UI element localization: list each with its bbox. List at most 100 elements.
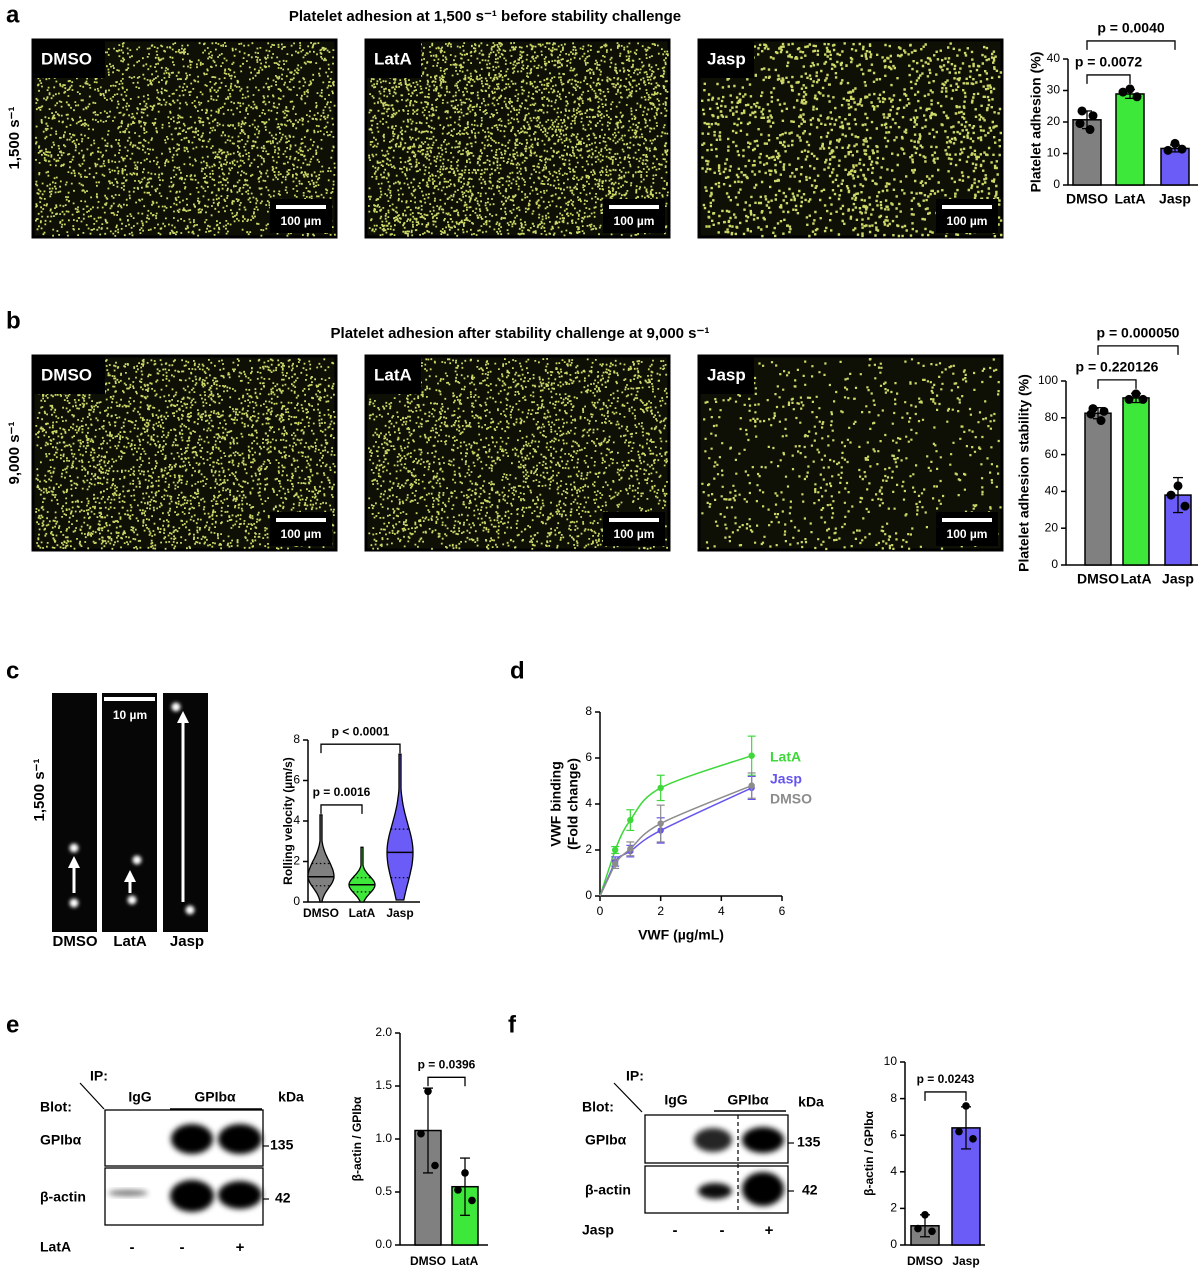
y-tick-label: 0 — [1053, 177, 1060, 191]
platelet — [69, 898, 79, 908]
y-tick-label: 0 — [585, 888, 592, 902]
significance-bracket — [1086, 74, 1131, 84]
panel-title: Platelet adhesion at 1,500 s⁻¹ before st… — [289, 8, 681, 25]
image-label: DMSO — [41, 365, 92, 384]
scale-bar-label: 100 µm — [614, 214, 655, 228]
y-tick-label: 10 — [884, 1054, 898, 1068]
panel-label: c — [6, 657, 19, 684]
y-tick-label: 2.0 — [375, 1025, 392, 1039]
p-value: p = 0.0072 — [1075, 54, 1143, 70]
y-tick-label: 80 — [1045, 410, 1059, 424]
x-tick-label: 2 — [657, 904, 664, 918]
row-label: 9,000 s⁻¹ — [6, 422, 23, 485]
x-tick-label: LatA — [349, 906, 376, 920]
kda-value: 42 — [275, 1190, 291, 1206]
data-point — [468, 1196, 476, 1205]
x-tick-label: Jasp — [1162, 571, 1194, 587]
significance-bracket — [924, 1091, 967, 1101]
platelet-dots — [368, 358, 668, 550]
platelet-dots — [35, 358, 336, 550]
treatment-sign: - — [720, 1222, 725, 1239]
scale-bar-box — [603, 512, 665, 546]
data-point — [454, 1186, 462, 1194]
x-tick-label: 6 — [779, 904, 786, 918]
significance-bracket — [1097, 345, 1179, 355]
y-tick-label: 0 — [1051, 557, 1058, 571]
data-point — [611, 846, 619, 854]
panel-label: a — [6, 1, 20, 28]
rolling-image — [163, 693, 208, 932]
fit-curve — [614, 754, 752, 851]
y-tick-label: 40 — [1045, 484, 1059, 498]
y-axis-label: (Fold change) — [565, 758, 581, 850]
y-axis-label: VWF binding — [548, 761, 564, 847]
image-label: DMSO — [53, 933, 98, 950]
scale-bar-label: 100 µm — [281, 214, 322, 228]
y-axis-label: Platelet adhesion (%) — [1028, 52, 1044, 193]
data-point — [1173, 481, 1183, 491]
platelet — [132, 855, 142, 865]
data-point — [962, 1102, 970, 1110]
p-value: p = 0.0016 — [313, 785, 371, 799]
kda-label: kDa — [278, 1089, 304, 1105]
lane-label: IgG — [128, 1089, 151, 1105]
x-tick-label: LatA — [1120, 571, 1151, 587]
data-point — [1099, 406, 1109, 416]
image-label: LatA — [374, 49, 412, 68]
data-point — [748, 752, 755, 759]
data-point — [921, 1211, 929, 1219]
image-label: DMSO — [41, 49, 92, 68]
x-tick-label: DMSO — [303, 906, 339, 920]
panel-label: b — [6, 307, 21, 334]
legend-label: Jasp — [770, 771, 802, 787]
row-label: β-actin — [585, 1182, 631, 1198]
ip-label: IP: — [626, 1068, 644, 1084]
y-tick-label: 6 — [293, 773, 300, 787]
scale-bar-box — [936, 199, 998, 233]
data-point — [417, 1129, 425, 1138]
row-label: GPIbα — [585, 1132, 627, 1148]
lane-label: GPIbα — [194, 1089, 236, 1105]
treatment-sign: - — [673, 1222, 678, 1239]
image-label: LatA — [374, 365, 412, 384]
lane-label: GPIbα — [727, 1092, 769, 1108]
y-tick-label: 4 — [293, 813, 300, 827]
y-tick-label: 6 — [585, 750, 592, 764]
y-tick-label: 60 — [1045, 447, 1059, 461]
row-label: 1,500 s⁻¹ — [6, 107, 23, 170]
row-label: GPIbα — [40, 1132, 82, 1148]
rolling-image — [52, 693, 97, 932]
bar — [1115, 93, 1145, 186]
row-label: 1,500 s⁻¹ — [31, 759, 48, 822]
data-point — [611, 860, 619, 867]
y-tick-label: 2 — [293, 854, 300, 868]
data-point — [1096, 416, 1106, 426]
panel-label: e — [6, 1011, 19, 1038]
y-tick-label: 0.0 — [375, 1237, 392, 1251]
p-value: p = 0.0040 — [1097, 20, 1165, 36]
treatment-label: LatA — [40, 1239, 71, 1255]
y-tick-label: 20 — [1047, 114, 1061, 128]
panel-label: d — [510, 657, 525, 684]
data-point — [969, 1135, 977, 1143]
band — [171, 1124, 213, 1154]
divider — [613, 1082, 643, 1113]
data-point — [657, 784, 664, 792]
data-point — [1077, 106, 1087, 116]
p-value: p = 0.220126 — [1076, 359, 1159, 375]
ip-label: IP: — [90, 1068, 108, 1084]
violin — [307, 814, 335, 903]
rolling-image — [102, 693, 157, 932]
arrow-head — [124, 870, 136, 882]
blot-label: Blot: — [582, 1099, 614, 1115]
scale-bar-box — [270, 199, 332, 233]
y-tick-label: 1.5 — [375, 1078, 392, 1092]
y-tick-label: 100 — [1038, 373, 1058, 387]
panel-title: Platelet adhesion after stability challe… — [331, 325, 710, 342]
image-label-box — [366, 40, 421, 78]
image-label: Jasp — [707, 49, 746, 68]
scale-bar-box — [936, 512, 998, 546]
y-axis-label: Rolling velocity (µm/s) — [281, 757, 295, 885]
panel-label: f — [508, 1011, 517, 1038]
kda-value: 42 — [802, 1182, 818, 1198]
